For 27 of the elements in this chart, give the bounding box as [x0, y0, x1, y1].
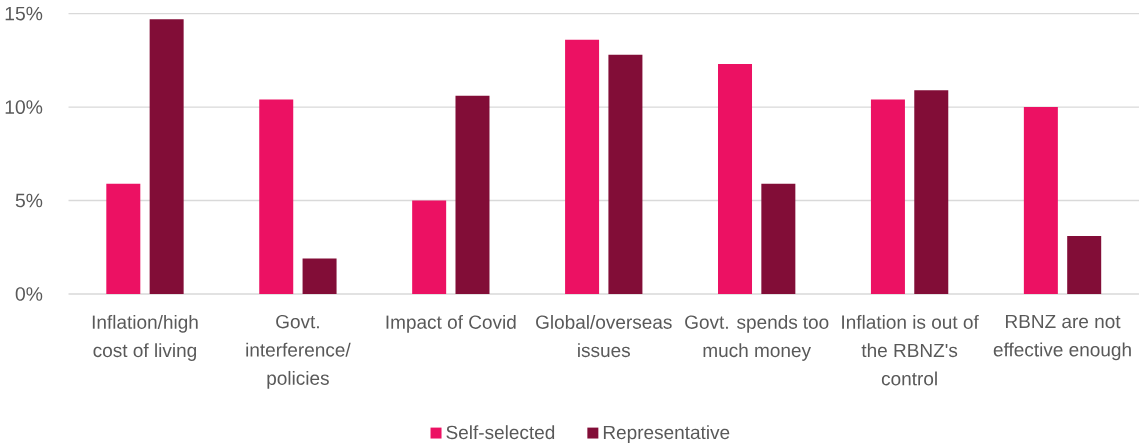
y-tick-label: 0%: [15, 287, 43, 301]
bar: [870, 99, 905, 294]
y-tick-label: 5%: [15, 193, 43, 208]
bar: [761, 183, 796, 294]
bar: [412, 200, 447, 294]
bar: [718, 64, 753, 294]
bar: [259, 99, 294, 294]
bar: [106, 183, 141, 294]
x-tick-label: Govt. spends too much money: [685, 314, 829, 361]
x-tick-label: Global/overseas issues: [536, 314, 672, 358]
x-tick-label: Impact of Covid: [386, 314, 516, 333]
bar: [302, 258, 337, 294]
y-tick-label: 15%: [5, 6, 43, 21]
bar: [1067, 236, 1102, 294]
bar: [1023, 107, 1058, 294]
x-tick-label: Govt. interference/ policies: [246, 314, 351, 389]
legend-label: Representative: [603, 425, 730, 443]
bar: [149, 19, 184, 294]
bar: [914, 90, 949, 294]
x-tick-label: Inflation is out of the RBNZ's control: [842, 314, 979, 386]
bar: [608, 54, 643, 294]
x-tick-label: Inflation/high cost of living: [92, 314, 198, 361]
x-tick-label: RBNZ are not effective enough: [993, 314, 1131, 361]
y-tick-label: 10%: [5, 100, 43, 114]
legend-label: Self-selected: [446, 425, 555, 440]
bar: [455, 95, 490, 294]
bar: [565, 39, 600, 294]
